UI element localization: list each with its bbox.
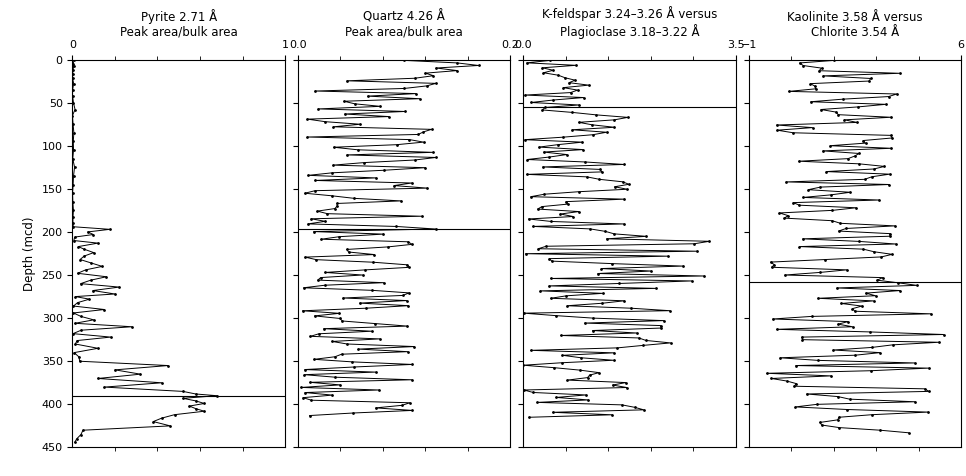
Title: Quartz 4.26 Å
Peak area/bulk area: Quartz 4.26 Å Peak area/bulk area — [345, 10, 463, 39]
Title: Kaolinite 3.58 Å versus
Chlorite 3.54 Å: Kaolinite 3.58 Å versus Chlorite 3.54 Å — [787, 10, 923, 39]
Title: Pyrite 2.71 Å
Peak area/bulk area: Pyrite 2.71 Å Peak area/bulk area — [120, 9, 238, 39]
Y-axis label: Depth (mcd): Depth (mcd) — [23, 216, 36, 291]
Title: K-feldspar 3.24–3.26 Å versus
Plagioclase 3.18–3.22 Å: K-feldspar 3.24–3.26 Å versus Plagioclas… — [542, 6, 717, 39]
